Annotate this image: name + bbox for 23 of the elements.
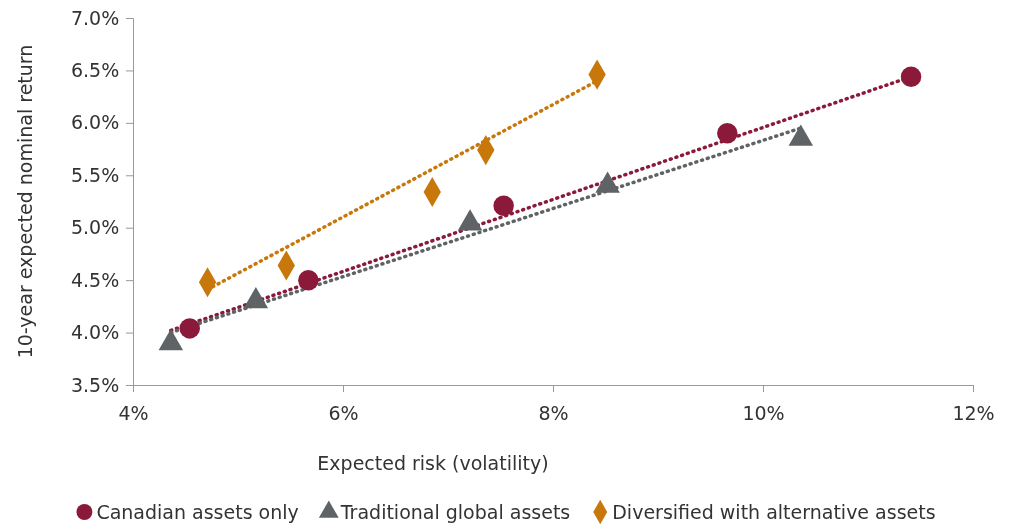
y-tick-label: 4.5% (70, 268, 120, 291)
y-axis-title: 10-year expected nominal return (14, 44, 36, 359)
x-tick-label: 6% (328, 401, 359, 424)
point (717, 123, 738, 144)
x-tick-label: 12% (952, 401, 995, 424)
x-tick-label: 10% (742, 401, 785, 424)
y-tick-label: 4.0% (70, 321, 120, 344)
point (298, 269, 319, 291)
y-tick-label: 5.0% (70, 216, 120, 239)
legend-label: Canadian assets only (96, 500, 299, 523)
y-tick-label: 6.5% (70, 59, 120, 82)
y-tick-label: 6.0% (70, 111, 120, 134)
y-tick-label: 7.0% (70, 6, 120, 29)
point (900, 66, 922, 87)
x-tick-label: 4% (118, 401, 149, 424)
legend-label: Traditional global assets (339, 500, 571, 523)
point (179, 318, 200, 339)
y-tick-label: 5.5% (70, 163, 120, 186)
y-tick-label: 3.5% (70, 373, 120, 396)
point (493, 195, 514, 216)
x-axis-title: Expected risk (volatility) (317, 452, 549, 474)
x-tick-label: 8% (538, 401, 569, 424)
legend-label: Diversified with alternative assets (612, 500, 936, 523)
